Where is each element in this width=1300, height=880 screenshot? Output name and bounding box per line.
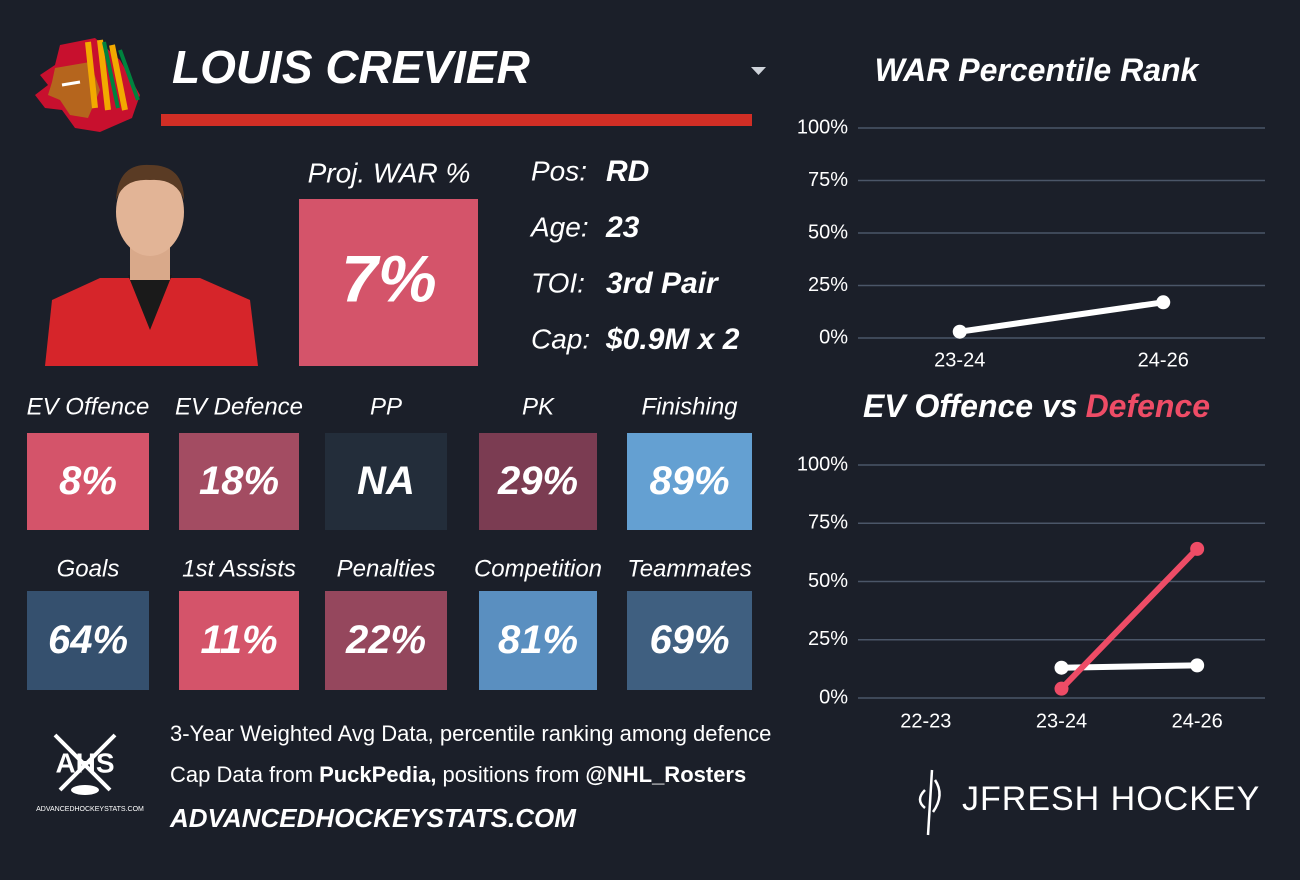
tile-value: 64% <box>48 618 128 662</box>
y-tick-label: 100% <box>797 453 848 475</box>
player-photo <box>45 164 258 366</box>
projection-label: Proj. WAR % <box>308 157 471 188</box>
info-value: $0.9M x 2 <box>605 323 740 356</box>
series-line <box>1058 545 1201 692</box>
tile-label: Goals <box>57 555 120 582</box>
tile-label: EV Offence <box>27 393 150 420</box>
chart-title-text: WAR Percentile Rank <box>875 52 1201 88</box>
player-dropdown[interactable] <box>751 67 766 75</box>
credit-link: @NHL_Rosters <box>585 762 746 787</box>
tile <box>179 591 299 690</box>
credit-text: Cap Data from <box>170 762 313 787</box>
y-tick-label: 0% <box>819 686 848 708</box>
player-name: LOUIS CREVIER <box>172 41 530 93</box>
info-label: Pos: <box>531 155 587 186</box>
chart-title: WAR Percentile Rank <box>875 52 1201 88</box>
tile-label: 1st Assists <box>182 555 296 582</box>
y-tick-label: 100% <box>797 116 848 138</box>
player-info: Pos: RD Age: 23 TOI: 3rd Pair Cap: $0.9M x 2 <box>529 155 740 356</box>
y-tick-label: 75% <box>808 512 848 534</box>
info-value: 3rd Pair <box>606 267 720 300</box>
tile-value: 18% <box>199 459 279 503</box>
name-underline <box>161 114 752 126</box>
stat-tiles: EV Offence 8% EV Defence 18% PP NA PK 29% Finish… <box>27 393 752 690</box>
tile-value: 81% <box>498 618 578 662</box>
tile-label: Competition <box>474 555 602 582</box>
tile <box>27 591 149 690</box>
tile <box>479 591 597 690</box>
footer-site: ADVANCEDHOCKEYSTATS.COM <box>169 803 577 833</box>
credit-text: positions from <box>442 762 579 787</box>
ahs-logo-text: AHS <box>55 747 114 778</box>
tile <box>179 433 299 530</box>
tile-value: 11% <box>200 618 277 662</box>
tile-label: EV Defence <box>175 393 303 420</box>
y-tick-label: 25% <box>808 274 848 296</box>
chart-title: EV Offence vs Defence <box>863 388 1210 424</box>
tile-value: 22% <box>345 618 426 662</box>
tile <box>479 433 597 530</box>
tile <box>325 433 447 530</box>
footer-note: 3-Year Weighted Avg Data, percentile ran… <box>170 721 771 746</box>
tile-label: Finishing <box>641 393 738 420</box>
footer-credits: Cap Data from PuckPedia, positions from @NH… <box>170 762 746 787</box>
charts: WAR Percentile Rank 0% 25% 50% 75% 100% 23-24 2… <box>797 52 1265 732</box>
info-value: 23 <box>605 211 640 244</box>
series-point <box>1190 541 1205 556</box>
tile <box>27 433 149 530</box>
y-tick-label: 50% <box>808 221 848 243</box>
y-tick-label: 75% <box>808 169 848 191</box>
chart-title-highlight: Defence <box>1086 388 1211 424</box>
team-logo <box>35 38 140 132</box>
x-tick-label: 23-24 <box>1036 710 1087 732</box>
y-tick-label: 0% <box>819 326 848 348</box>
tile-value: 89% <box>649 459 729 503</box>
info-label: TOI: <box>531 267 585 298</box>
tile-label: PK <box>522 393 555 420</box>
info-label: Cap: <box>531 323 590 354</box>
y-tick-label: 25% <box>808 628 848 650</box>
tile-label: PP <box>370 393 402 420</box>
tile-label: Teammates <box>627 555 752 582</box>
ahs-logo: AHS ADVANCEDHOCKEYSTATS.COM <box>36 733 144 813</box>
credit-link: PuckPedia, <box>319 762 436 787</box>
tile <box>325 591 447 690</box>
series-point <box>1190 658 1205 673</box>
projection-tile <box>299 199 478 366</box>
tile <box>627 591 752 690</box>
series-point <box>1054 681 1069 696</box>
tile-value: 29% <box>497 459 578 503</box>
x-tick-label: 24-26 <box>1172 710 1223 732</box>
tile-label: Penalties <box>337 555 436 582</box>
y-tick-label: 50% <box>808 570 848 592</box>
info-value: RD <box>606 155 649 188</box>
ahs-logo-caption: ADVANCEDHOCKEYSTATS.COM <box>36 806 144 813</box>
tile-value: 69% <box>649 618 729 662</box>
brand-logo: JFRESH HOCKEY <box>918 769 1260 836</box>
brand-name: JFRESH HOCKEY <box>962 780 1260 818</box>
series-point <box>952 324 967 339</box>
tile-value: NA <box>357 459 415 503</box>
series-line <box>956 299 1167 335</box>
series-point <box>1156 295 1171 310</box>
chart-title-text: EV Offence vs <box>863 388 1078 424</box>
tile-value: 8% <box>59 459 117 503</box>
info-label: Age: <box>529 211 589 242</box>
x-tick-label: 22-23 <box>900 710 951 732</box>
x-tick-label: 24-26 <box>1138 349 1189 371</box>
series-point <box>1054 660 1069 675</box>
tile <box>627 433 752 530</box>
projection-value: 7% <box>341 241 436 315</box>
x-tick-label: 23-24 <box>934 349 985 371</box>
